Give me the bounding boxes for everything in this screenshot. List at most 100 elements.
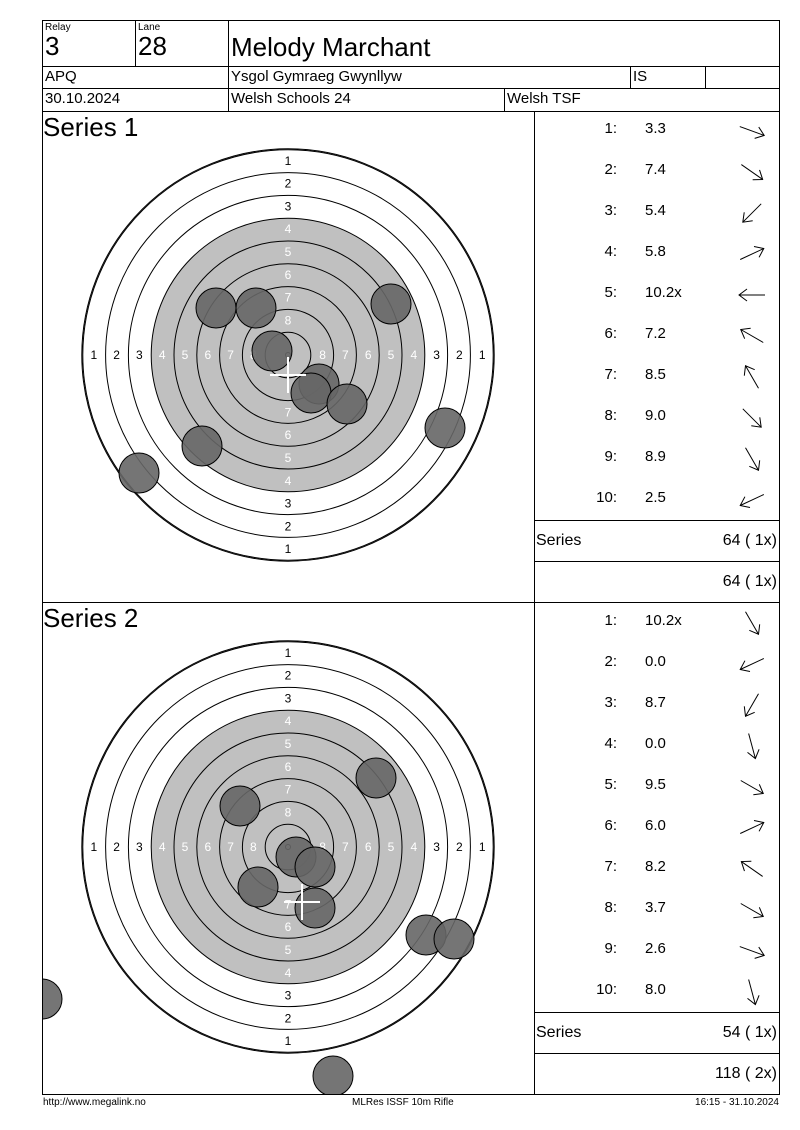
ring-3 <box>127 686 449 1008</box>
ring-label-right: 7 <box>342 348 349 362</box>
shot-impact <box>181 425 223 467</box>
ring-label-left: 1 <box>90 840 97 854</box>
ring-label-top: 8 <box>285 313 292 327</box>
shot-impact <box>235 287 277 329</box>
lane-value: 28 <box>138 31 167 61</box>
shot-score: 8.7 <box>645 694 666 711</box>
ring-label-right: 5 <box>388 840 395 854</box>
shot-row: 5: 9.5 <box>535 766 779 807</box>
shot-number: 10: <box>596 489 617 506</box>
shot-impact <box>326 383 368 425</box>
shot-score: 5.8 <box>645 243 666 260</box>
shot-impact <box>433 918 475 960</box>
lane-label: Lane <box>138 22 161 33</box>
shot-number: 6: <box>604 817 617 834</box>
direction-arrow-icon <box>740 819 765 834</box>
running-total-value: 64 ( 1x) <box>722 573 777 590</box>
shot-row: 6: 7.2 <box>535 315 779 356</box>
shot-score: 3.3 <box>645 120 666 137</box>
ring-label-bottom: 1 <box>285 1034 292 1048</box>
ring-label-left: 3 <box>136 840 143 854</box>
date-cell: 30.10.2024 <box>42 88 229 112</box>
shot-row: 1: 3.3 <box>535 110 779 151</box>
ring-7 <box>219 286 357 424</box>
shot-score: 8.0 <box>645 981 666 998</box>
shot-number: 8: <box>604 407 617 424</box>
shot-impact <box>219 785 261 827</box>
competition-name: Welsh Schools 24 <box>231 90 351 107</box>
ring-label-bottom: 5 <box>285 943 292 957</box>
ring-label-left: 5 <box>182 348 189 362</box>
direction-arrow-icon <box>739 946 765 959</box>
shot-number: 6: <box>604 325 617 342</box>
shot-number: 1: <box>604 120 617 137</box>
ring-8 <box>241 800 335 894</box>
shot-row: 3: 8.7 <box>535 684 779 725</box>
shot-score: 8.9 <box>645 448 666 465</box>
series-divider-1 <box>534 111 535 603</box>
shot-number: 3: <box>604 202 617 219</box>
shot-score: 8.2 <box>645 858 666 875</box>
direction-arrow-icon <box>740 245 765 260</box>
shot-score: 0.0 <box>645 653 666 670</box>
ring-label-top: 3 <box>285 691 292 705</box>
ring-label-top: 6 <box>285 268 292 282</box>
shot-score: 10.2x <box>645 284 682 301</box>
direction-arrow-icon <box>741 164 764 181</box>
shot-impact <box>118 452 160 494</box>
ring-6 <box>196 755 380 939</box>
shot-score: 2.6 <box>645 940 666 957</box>
lane-cell: Lane 28 <box>135 20 229 67</box>
series-summary-label: Series <box>536 1024 582 1041</box>
ring-label-top: 8 <box>285 805 292 819</box>
shot-row: 9: 2.6 <box>535 930 779 971</box>
ring-label-left: 7 <box>227 348 234 362</box>
direction-arrow-icon <box>742 203 762 223</box>
ring-label-left: 5 <box>182 840 189 854</box>
ring-label-left: 2 <box>113 840 120 854</box>
ring-label-right: 5 <box>388 348 395 362</box>
ring-label-top: 4 <box>285 714 292 728</box>
shot-impact <box>355 757 397 799</box>
shot-score: 6.0 <box>645 817 666 834</box>
shot-score: 9.5 <box>645 776 666 793</box>
ring-label-right: 8 <box>319 348 326 362</box>
ring-label-left: 1 <box>90 348 97 362</box>
direction-arrow-icon <box>743 365 759 389</box>
relay-value: 3 <box>45 31 60 61</box>
shot-score: 7.2 <box>645 325 666 342</box>
ring-1 <box>82 149 494 561</box>
shot-number: 8: <box>604 899 617 916</box>
shot-row: 3: 5.4 <box>535 192 779 233</box>
ring-2 <box>105 664 471 1030</box>
ring-label-bottom: 7 <box>285 897 292 911</box>
shot-row: 8: 3.7 <box>535 889 779 930</box>
shot-score: 2.5 <box>645 489 666 506</box>
ring-1 <box>82 641 494 1053</box>
ring-label-top: 1 <box>285 154 292 168</box>
ring-label-right: 4 <box>410 348 417 362</box>
shot-number: 9: <box>604 448 617 465</box>
ring-label-bottom: 6 <box>285 920 292 934</box>
shot-impact <box>237 866 279 908</box>
shot-row: 7: 8.5 <box>535 356 779 397</box>
club-cell: Ysgol Gymraeg Gwynllyw <box>228 66 631 89</box>
website-link[interactable]: http://www.megalink.no <box>43 1097 146 1108</box>
ring-8 <box>241 308 335 402</box>
ring-label-left: 4 <box>159 348 166 362</box>
series-title: Series 1 <box>43 112 139 142</box>
competition-cell: Welsh Schools 24 <box>228 88 505 112</box>
ring-label-left: 6 <box>204 348 211 362</box>
ring-label-bottom: 6 <box>285 428 292 442</box>
relay-label: Relay <box>45 22 71 33</box>
ring-label-right: 3 <box>433 840 440 854</box>
shot-impact <box>195 287 237 329</box>
ring-label-left: 2 <box>113 348 120 362</box>
shot-impact <box>43 978 63 1020</box>
running-total-value: 118 ( 2x) <box>715 1065 777 1082</box>
running-total-1: 64 ( 1x) <box>534 561 780 602</box>
shot-row: 10: 2.5 <box>535 479 779 520</box>
date-value: 30.10.2024 <box>45 90 121 107</box>
shot-impact <box>294 887 336 929</box>
ring-label-bottom: 4 <box>285 474 292 488</box>
